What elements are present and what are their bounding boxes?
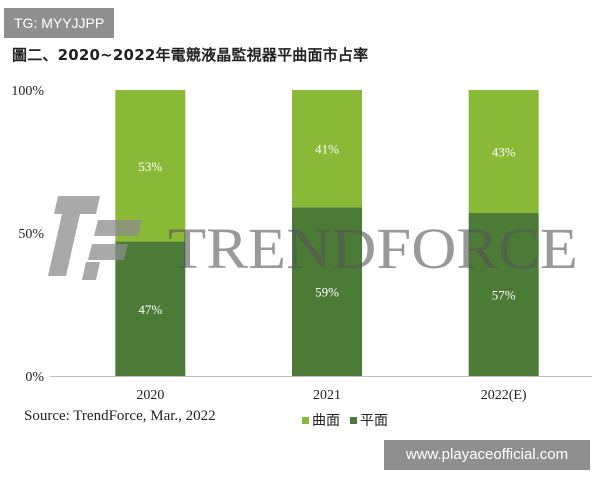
legend-swatch-flat bbox=[350, 416, 357, 424]
y-tick-label-0: 0% bbox=[25, 370, 44, 385]
chart-title: 圖二、2020~2022年電競液晶監視器平曲面市占率 bbox=[12, 46, 369, 64]
x-tick-label-2020: 2020 bbox=[136, 388, 164, 403]
data-label-flat-2022(E): 57% bbox=[492, 287, 516, 302]
legend-label-flat: 平面 bbox=[360, 413, 388, 429]
data-label-flat-2020: 47% bbox=[138, 302, 162, 317]
legend-item-curved: 曲面 bbox=[302, 410, 340, 430]
bar-curved-2021 bbox=[292, 90, 362, 208]
source-note: Source: TrendForce, Mar., 2022 bbox=[24, 408, 216, 424]
x-tick-label-2022(E): 2022(E) bbox=[481, 388, 527, 403]
axes-layer: 2020 2021 2022(E) 0% 50% 100% bbox=[11, 84, 592, 403]
trendforce-watermark: TRENDFORCE bbox=[48, 196, 578, 281]
data-label-flat-2021: 59% bbox=[315, 285, 339, 300]
data-label-curved-2022(E): 43% bbox=[492, 144, 516, 159]
legend: 曲面 平面 bbox=[302, 410, 398, 430]
bars-layer bbox=[115, 90, 539, 376]
data-label-curved-2020: 53% bbox=[138, 159, 162, 174]
y-tick-label-100: 100% bbox=[11, 84, 44, 99]
bar-flat-2020 bbox=[115, 241, 186, 376]
labels-layer: 47% 53% 59% 41% 57% 43% bbox=[138, 142, 515, 317]
watermark-text: TRENDFORCE bbox=[168, 216, 578, 281]
y-tick-label-50: 50% bbox=[18, 227, 44, 242]
bar-flat-2021 bbox=[292, 207, 362, 376]
legend-swatch-curved bbox=[302, 416, 309, 424]
legend-label-curved: 曲面 bbox=[312, 413, 340, 429]
data-label-curved-2021: 41% bbox=[315, 142, 339, 157]
bar-flat-2022(E) bbox=[468, 212, 539, 376]
legend-item-flat: 平面 bbox=[350, 410, 388, 430]
bar-curved-2022(E) bbox=[468, 90, 539, 213]
bar-curved-2020 bbox=[115, 90, 186, 242]
x-tick-label-2021: 2021 bbox=[313, 388, 341, 403]
site-badge: www.playaceofficial.com bbox=[384, 440, 590, 470]
tg-badge: TG: MYYJJPP bbox=[4, 8, 115, 38]
trendforce-logo-icon bbox=[48, 196, 142, 280]
